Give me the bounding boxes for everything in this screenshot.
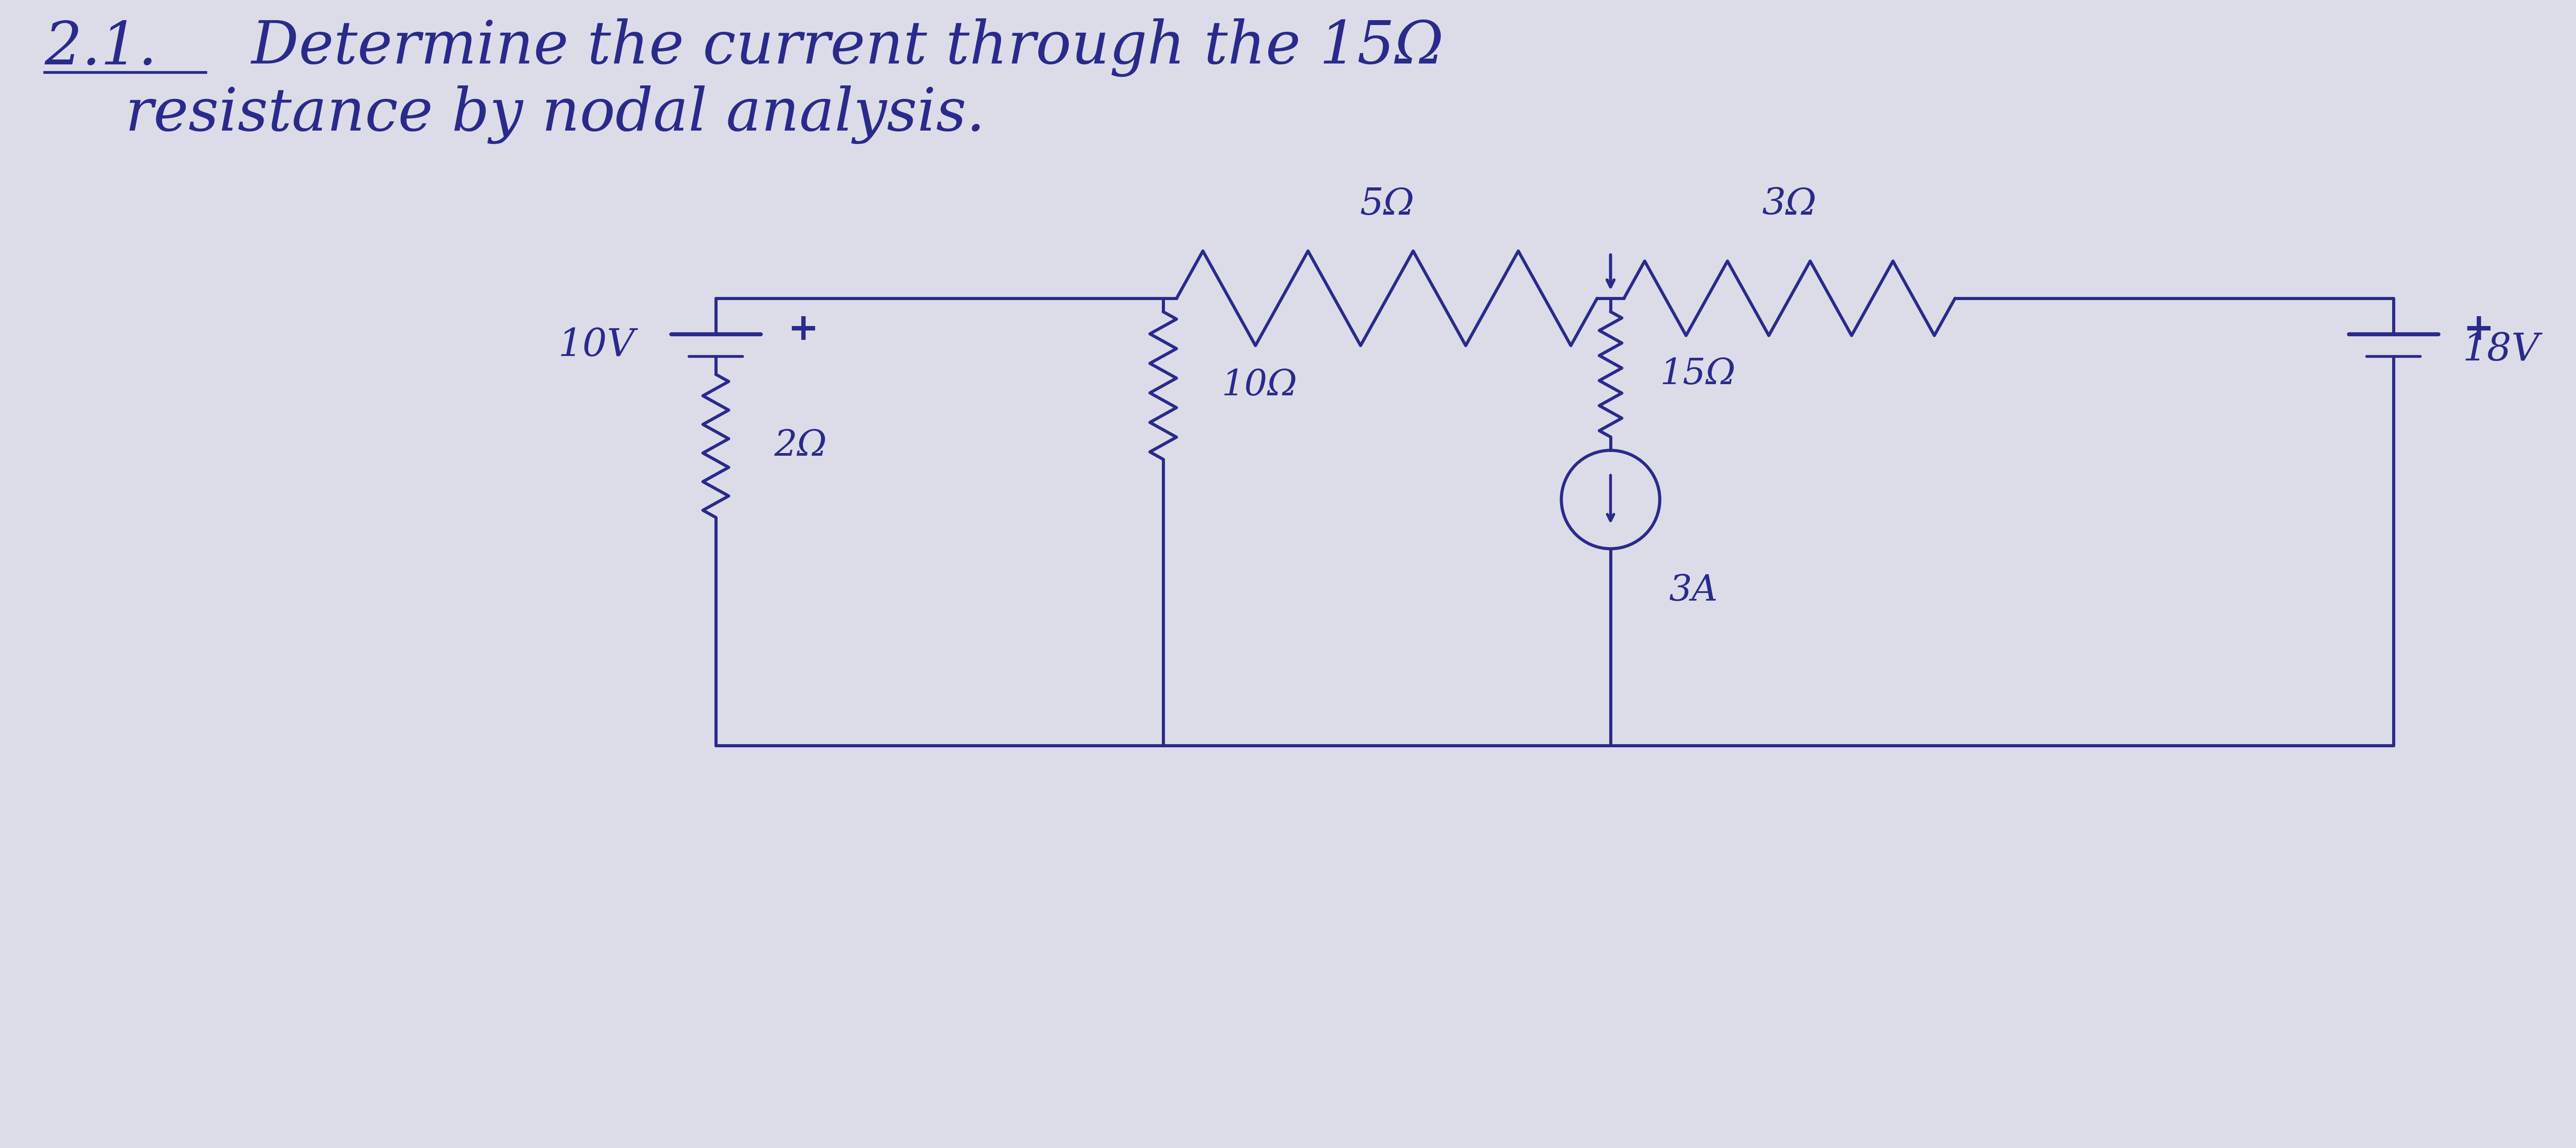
Text: 3A: 3A — [1669, 573, 1718, 608]
Text: 3Ω: 3Ω — [1762, 186, 1816, 223]
Text: 18V: 18V — [2463, 332, 2540, 369]
Text: 2Ω: 2Ω — [773, 428, 827, 463]
Text: 10V: 10V — [559, 327, 636, 364]
Text: +: + — [788, 311, 819, 348]
Text: resistance by nodal analysis.: resistance by nodal analysis. — [126, 86, 984, 145]
Text: Determine the current through the 15Ω: Determine the current through the 15Ω — [232, 18, 1443, 77]
Text: 5Ω: 5Ω — [1360, 186, 1414, 223]
Text: 2.1.: 2.1. — [44, 20, 157, 77]
Text: +: + — [2463, 311, 2494, 348]
Text: 10Ω: 10Ω — [1221, 369, 1298, 403]
Text: 15Ω: 15Ω — [1659, 357, 1736, 391]
